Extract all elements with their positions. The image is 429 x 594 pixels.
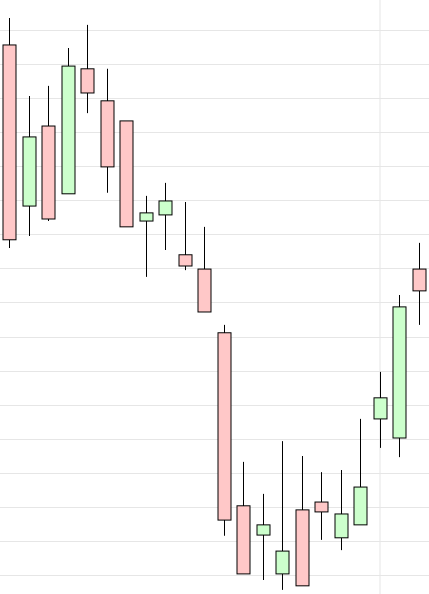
candle-body bbox=[61, 65, 76, 195]
candle-body bbox=[392, 306, 407, 439]
candle-body bbox=[139, 212, 154, 222]
candle-body bbox=[119, 120, 134, 228]
candle-body bbox=[158, 200, 173, 216]
candle-body bbox=[412, 268, 427, 292]
candle-body bbox=[197, 268, 212, 313]
candle-body bbox=[22, 136, 37, 207]
candle-body bbox=[217, 332, 232, 521]
candle-body bbox=[275, 550, 290, 575]
candle-body bbox=[41, 125, 56, 220]
candle-body bbox=[236, 505, 251, 575]
candle-body bbox=[256, 524, 271, 536]
candle-body bbox=[100, 100, 115, 168]
candle-body bbox=[178, 254, 193, 267]
candle-body bbox=[373, 397, 388, 420]
candle-body bbox=[353, 486, 368, 526]
candle-body bbox=[295, 509, 310, 587]
candle-body bbox=[80, 68, 95, 94]
candle-body bbox=[334, 513, 349, 539]
candle-body bbox=[2, 44, 17, 241]
candle-body bbox=[314, 501, 329, 513]
